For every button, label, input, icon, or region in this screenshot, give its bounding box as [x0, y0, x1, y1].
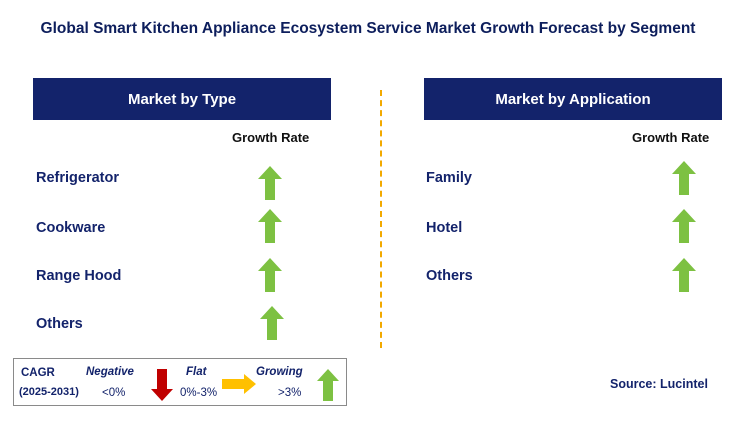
- type-row-label: Cookware: [36, 220, 106, 236]
- type-row-label: Range Hood: [36, 268, 122, 284]
- legend-growing-range: >3%: [278, 387, 302, 399]
- application-panel-header: Market by Application: [424, 78, 722, 120]
- legend-flat-range: 0%-3%: [180, 387, 218, 399]
- type-row-label: Refrigerator: [36, 170, 119, 186]
- legend-cagr-label: CAGR: [21, 367, 55, 379]
- type-growth-rate-label: Growth Rate: [232, 130, 310, 145]
- legend-growing-label: Growing: [256, 366, 303, 378]
- legend-flat-label: Flat: [186, 366, 207, 378]
- panel-divider: [380, 90, 382, 348]
- type-panel-header: Market by Type: [33, 78, 331, 120]
- application-row-label: Hotel: [426, 220, 463, 236]
- flat-arrow-icon: [222, 374, 256, 394]
- legend-period: (2025-2031): [19, 386, 79, 398]
- source-label: Source: Lucintel: [610, 377, 708, 391]
- growing-arrow-icon: [672, 161, 696, 195]
- negative-arrow-icon: [151, 369, 173, 401]
- legend-negative-range: <0%: [102, 387, 126, 399]
- growing-arrow-icon: [317, 369, 339, 401]
- cagr-legend: CAGR (2025-2031) Negative <0% Flat 0%-3%…: [13, 358, 347, 406]
- page-title: Global Smart Kitchen Appliance Ecosystem…: [40, 20, 696, 37]
- growing-arrow-icon: [672, 258, 696, 292]
- application-growth-rate-label: Growth Rate: [632, 130, 710, 145]
- application-row-label: Others: [426, 268, 473, 284]
- growing-arrow-icon: [258, 166, 282, 200]
- growing-arrow-icon: [260, 306, 284, 340]
- type-row-label: Others: [36, 316, 83, 332]
- growing-arrow-icon: [672, 209, 696, 243]
- application-row-label: Family: [426, 170, 472, 186]
- growing-arrow-icon: [258, 209, 282, 243]
- growing-arrow-icon: [258, 258, 282, 292]
- legend-negative-label: Negative: [86, 366, 134, 378]
